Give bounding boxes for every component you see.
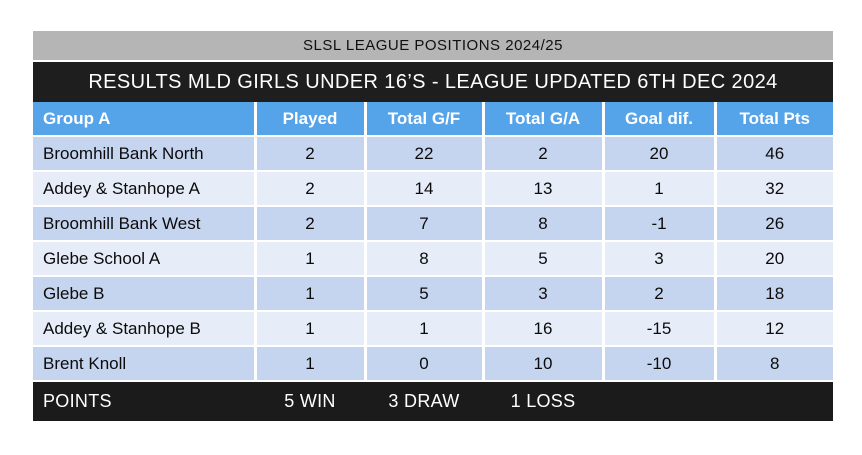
total-ga-cell: 5 <box>483 241 605 277</box>
played-cell: 2 <box>255 136 367 172</box>
win-points: 5 WIN <box>284 391 336 411</box>
played-cell: 2 <box>255 206 367 242</box>
total-ga-cell: 16 <box>483 311 605 347</box>
results-bar: RESULTS MLD GIRLS UNDER 16’S - LEAGUE UP… <box>33 62 833 102</box>
table-row: Glebe School A 1 8 5 3 20 <box>33 241 833 277</box>
league-table: Group A Played Total G/F Total G/A Goal … <box>33 102 833 382</box>
table-row: Brent Knoll 1 0 10 -10 8 <box>33 346 833 382</box>
total-pts-cell: 12 <box>715 311 833 347</box>
table-row: Broomhill Bank North 2 22 2 20 46 <box>33 136 833 172</box>
total-ga-cell: 8 <box>483 206 605 242</box>
team-name-cell: Addey & Stanhope B <box>33 311 257 347</box>
total-pts-cell: 18 <box>715 276 833 312</box>
goal-dif-cell: 3 <box>603 241 717 277</box>
column-header-played: Played <box>255 102 367 137</box>
team-name-cell: Broomhill Bank North <box>33 136 257 172</box>
points-label: POINTS <box>43 391 112 411</box>
total-ga-cell: 10 <box>483 346 605 382</box>
goal-dif-cell: 2 <box>603 276 717 312</box>
total-gf-cell: 8 <box>365 241 485 277</box>
results-bar-text: RESULTS MLD GIRLS UNDER 16’S - LEAGUE UP… <box>88 70 778 93</box>
total-pts-cell: 32 <box>715 171 833 207</box>
column-header-total-pts: Total Pts <box>715 102 833 137</box>
team-name-cell: Broomhill Bank West <box>33 206 257 242</box>
column-header-total-gf: Total G/F <box>365 102 485 137</box>
goal-dif-cell: -10 <box>603 346 717 382</box>
points-bar: POINTS 5 WIN 3 DRAW 1 LOSS <box>33 382 833 421</box>
draw-points: 3 DRAW <box>388 391 460 411</box>
total-gf-cell: 14 <box>365 171 485 207</box>
total-gf-cell: 0 <box>365 346 485 382</box>
total-pts-cell: 20 <box>715 241 833 277</box>
team-name-cell: Glebe School A <box>33 241 257 277</box>
team-name-cell: Glebe B <box>33 276 257 312</box>
total-pts-cell: 26 <box>715 206 833 242</box>
played-cell: 1 <box>255 311 367 347</box>
played-cell: 1 <box>255 346 367 382</box>
league-title-bar: SLSL LEAGUE POSITIONS 2024/25 <box>33 31 833 60</box>
table-row: Addey & Stanhope B 1 1 16 -15 12 <box>33 311 833 347</box>
column-header-total-ga: Total G/A <box>483 102 605 137</box>
goal-dif-cell: 1 <box>603 171 717 207</box>
league-title-text: SLSL LEAGUE POSITIONS 2024/25 <box>303 37 563 54</box>
total-gf-cell: 7 <box>365 206 485 242</box>
team-name-cell: Addey & Stanhope A <box>33 171 257 207</box>
played-cell: 1 <box>255 276 367 312</box>
total-gf-cell: 5 <box>365 276 485 312</box>
table-row: Addey & Stanhope A 2 14 13 1 32 <box>33 171 833 207</box>
played-cell: 2 <box>255 171 367 207</box>
league-sheet: SLSL LEAGUE POSITIONS 2024/25 RESULTS ML… <box>33 31 833 421</box>
total-ga-cell: 3 <box>483 276 605 312</box>
total-ga-cell: 13 <box>483 171 605 207</box>
table-header-row: Group A Played Total G/F Total G/A Goal … <box>33 102 833 137</box>
total-pts-cell: 46 <box>715 136 833 172</box>
goal-dif-cell: -15 <box>603 311 717 347</box>
total-gf-cell: 1 <box>365 311 485 347</box>
table-row: Glebe B 1 5 3 2 18 <box>33 276 833 312</box>
team-name-cell: Brent Knoll <box>33 346 257 382</box>
column-header-group: Group A <box>33 102 257 137</box>
column-header-goal-dif: Goal dif. <box>603 102 717 137</box>
loss-points: 1 LOSS <box>510 391 576 411</box>
played-cell: 1 <box>255 241 367 277</box>
total-gf-cell: 22 <box>365 136 485 172</box>
total-pts-cell: 8 <box>715 346 833 382</box>
total-ga-cell: 2 <box>483 136 605 172</box>
goal-dif-cell: -1 <box>603 206 717 242</box>
goal-dif-cell: 20 <box>603 136 717 172</box>
table-row: Broomhill Bank West 2 7 8 -1 26 <box>33 206 833 242</box>
